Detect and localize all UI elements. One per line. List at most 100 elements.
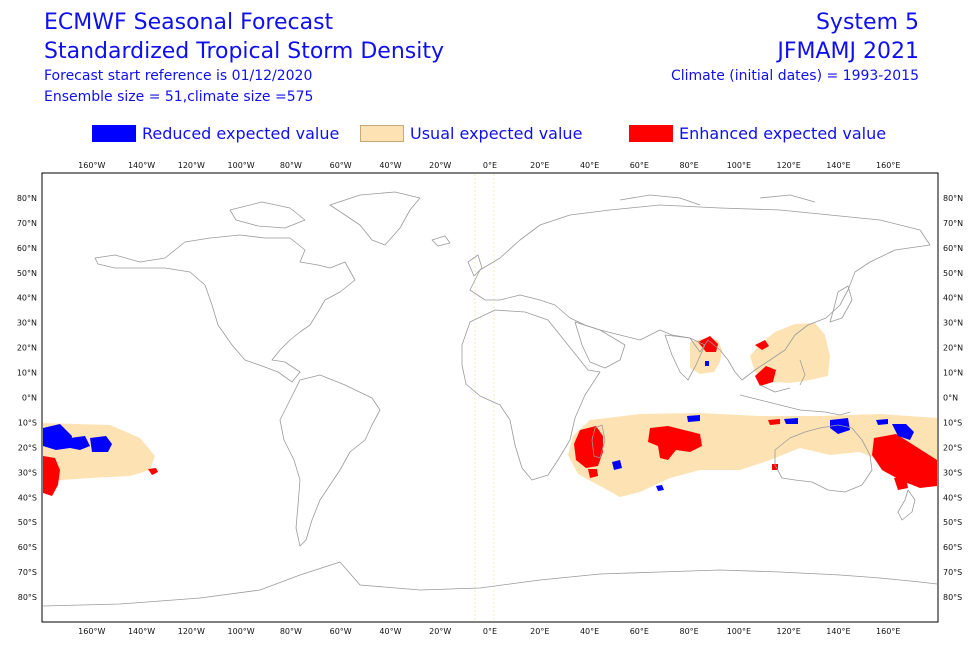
lat-tick-label-right: 0°N (943, 394, 958, 403)
lon-tick-label-top: 60°W (330, 161, 352, 170)
enhanced-region-indian-ocean (648, 426, 702, 460)
lat-tick-label-left: 50°N (17, 269, 37, 278)
enhanced-region-south-pacific-west (43, 456, 60, 496)
ensemble-size-text: Ensemble size = 51,climate size =575 (44, 89, 314, 105)
coastline-new-zealand (897, 489, 916, 521)
reduced-region-south-indian (656, 485, 664, 491)
reduced-region-gulf-carpentaria (830, 418, 850, 434)
lat-tick-label-left: 80°S (18, 593, 37, 602)
lat-tick-label-right: 30°S (943, 468, 962, 477)
lat-tick-label-left: 10°N (17, 369, 37, 378)
enhanced-region-south-china-sea (755, 366, 776, 386)
enhanced-region-coral-sea (872, 434, 937, 488)
coastline-greenland (329, 191, 421, 246)
lat-tick-label-right: 70°N (943, 219, 963, 228)
lon-tick-label-top: 140°E (826, 161, 850, 170)
reduced-region-coral-sea (892, 424, 914, 440)
axis-ticks: 160°W 160°W 140°W 140°W 120°W 120°W 100°W 100°W… (17, 161, 963, 636)
reduced-region-pacific-3 (90, 436, 112, 452)
lat-tick-label-right: 60°N (943, 244, 963, 253)
lat-tick-label-right: 30°N (943, 319, 963, 328)
legend-label-reduced: Reduced expected value (142, 124, 340, 143)
lon-tick-label-top: 100°E (727, 161, 751, 170)
enhanced-region-mozambique-channel (574, 426, 603, 468)
lat-tick-label-left: 60°S (18, 543, 37, 552)
lon-tick-label-top: 140°W (128, 161, 155, 170)
title-line-2: Standardized Tropical Storm Density (44, 39, 444, 64)
lon-tick-label-bottom: 80°E (679, 627, 698, 636)
legend-label-enhanced: Enhanced expected value (679, 124, 887, 143)
lon-tick-label-bottom: 20°E (530, 627, 549, 636)
coastline-japan (829, 285, 853, 323)
legend-swatch-usual (360, 125, 404, 142)
coastline-arabia (574, 321, 626, 369)
lat-tick-label-right: 80°S (943, 593, 962, 602)
map-frame (41, 172, 939, 623)
lon-tick-label-bottom: 40°W (379, 627, 401, 636)
lon-tick-label-bottom: 100°W (228, 627, 255, 636)
lat-tick-label-right: 10°S (943, 418, 962, 427)
lat-tick-label-left: 20°N (17, 344, 37, 353)
reduced-region-indonesia-1 (687, 415, 700, 422)
lon-tick-label-top: 60°E (630, 161, 649, 170)
lon-tick-label-top: 160°W (78, 161, 105, 170)
lon-tick-label-top: 120°W (178, 161, 205, 170)
lat-tick-label-left: 30°N (17, 319, 37, 328)
coastline-south-america (279, 374, 381, 547)
lon-tick-label-top: 100°W (228, 161, 255, 170)
lat-tick-label-right: 40°S (943, 493, 962, 502)
lon-tick-label-bottom: 100°E (727, 627, 751, 636)
lat-tick-label-right: 20°N (943, 344, 963, 353)
lat-tick-label-right: 20°S (943, 443, 962, 452)
lon-tick-label-bottom: 0°E (483, 627, 497, 636)
coastline-british-isles (431, 235, 483, 277)
lon-tick-label-top: 20°W (429, 161, 451, 170)
lat-tick-label-left: 50°S (18, 518, 37, 527)
coastline-africa (461, 309, 601, 481)
lon-tick-label-bottom: 120°E (777, 627, 801, 636)
lat-tick-label-left: 60°N (17, 244, 37, 253)
lon-tick-label-bottom: 60°W (330, 627, 352, 636)
lat-tick-label-right: 10°N (943, 369, 963, 378)
coastline-north-america (94, 234, 356, 383)
lon-tick-label-bottom: 20°W (429, 627, 451, 636)
lon-tick-label-bottom: 40°E (580, 627, 599, 636)
lat-tick-label-right: 80°N (943, 194, 963, 203)
coastlines (42, 191, 938, 607)
coastline-australia (774, 424, 873, 493)
enhanced-region-tasman-small (894, 477, 908, 490)
lat-tick-label-left: 40°S (18, 493, 37, 502)
lon-tick-label-bottom: 140°W (128, 627, 155, 636)
lat-tick-label-right: 50°S (943, 518, 962, 527)
lon-tick-label-top: 40°E (580, 161, 599, 170)
enhanced-region-small-pacific (148, 468, 158, 475)
lat-tick-label-left: 30°S (18, 468, 37, 477)
lon-tick-label-top: 80°W (280, 161, 302, 170)
reduced-region-indonesia-2 (784, 418, 798, 424)
lat-tick-label-right: 60°S (943, 543, 962, 552)
reduced-density-regions (43, 361, 914, 491)
coastline-antarctica (42, 561, 938, 607)
lon-tick-label-top: 20°E (530, 161, 549, 170)
legend-swatch-reduced (92, 125, 136, 142)
lon-tick-label-top: 80°E (679, 161, 698, 170)
lat-tick-label-right: 40°N (943, 294, 963, 303)
lon-tick-label-top: 160°E (876, 161, 900, 170)
reduced-region-pacific-2 (70, 436, 90, 450)
lat-tick-label-left: 20°S (18, 443, 37, 452)
lon-tick-label-top: 0°E (483, 161, 497, 170)
lat-tick-label-left: 10°S (18, 418, 37, 427)
lat-tick-label-left: 70°S (18, 568, 37, 577)
enhanced-region-timor-small (768, 419, 780, 425)
lat-tick-label-right: 50°N (943, 269, 963, 278)
climate-period-text: Climate (initial dates) = 1993-2015 (670, 68, 919, 84)
lon-tick-label-top: 40°W (379, 161, 401, 170)
coastline-india (664, 334, 706, 381)
lat-tick-label-right: 70°S (943, 568, 962, 577)
coastline-arctic-islands (229, 201, 306, 229)
system-label: System 5 (815, 10, 919, 35)
lon-tick-label-bottom: 140°E (826, 627, 850, 636)
lon-tick-label-bottom: 120°W (178, 627, 205, 636)
legend-label-usual: Usual expected value (410, 124, 583, 143)
